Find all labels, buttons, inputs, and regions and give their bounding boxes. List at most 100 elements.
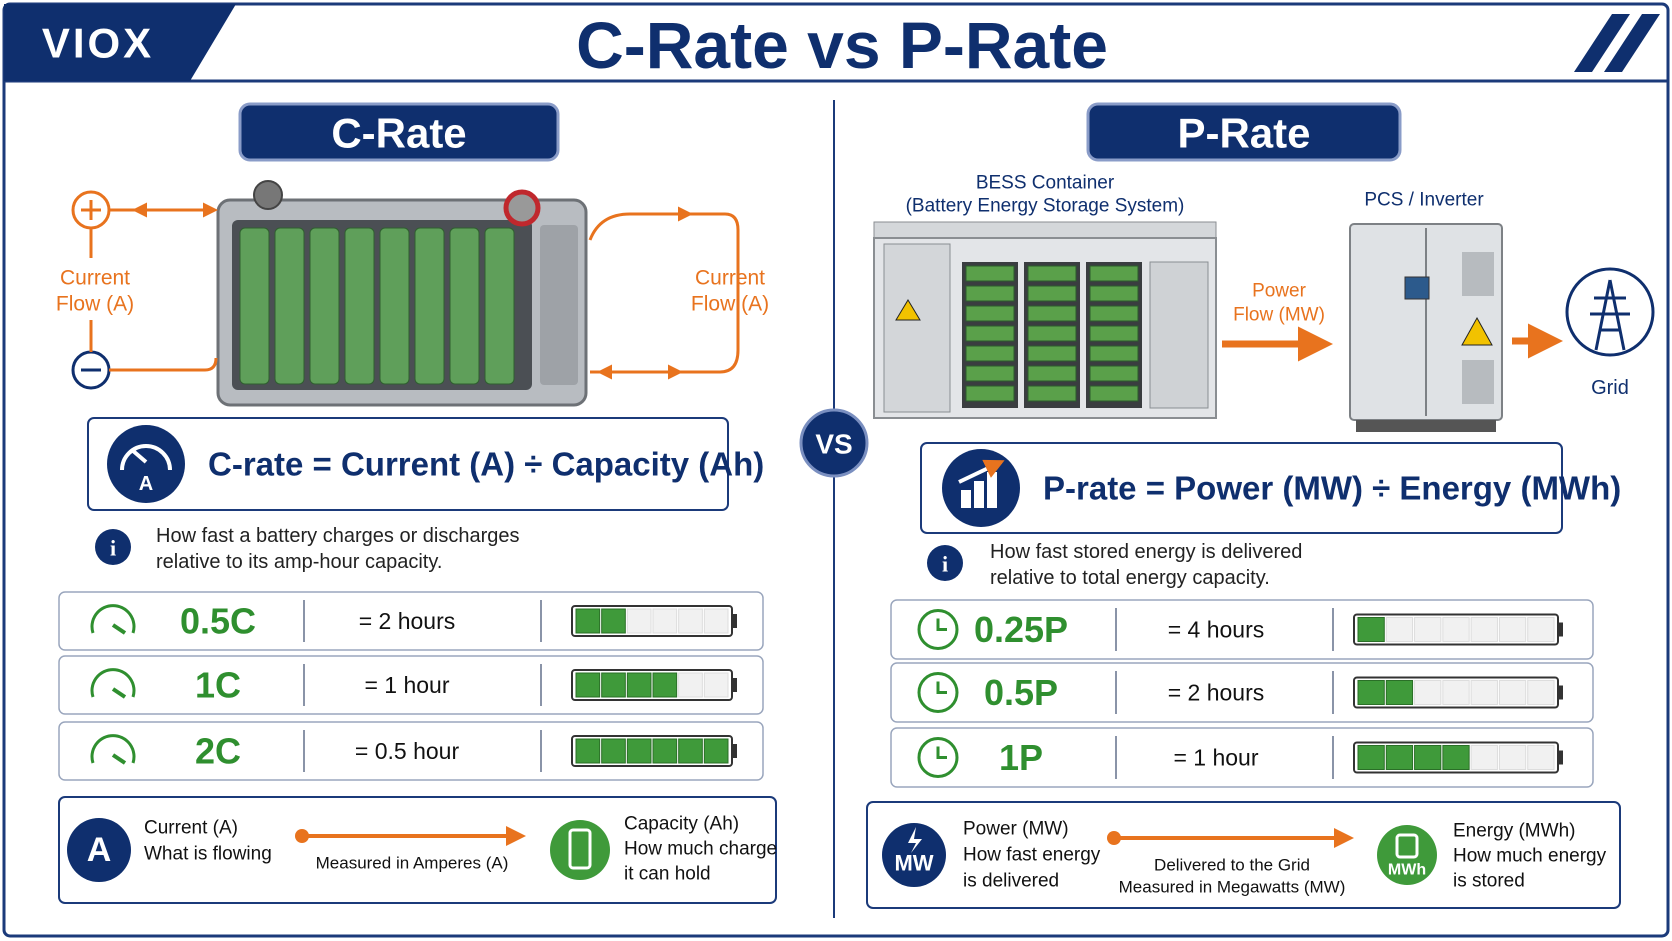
battery-segment [1414,680,1442,705]
legend-to-icon-label: MWh [1388,862,1426,879]
battery-segment [626,738,652,764]
legend-arrow-label: Measured in Megawatts (MW) [1119,878,1346,897]
clock-icon [917,609,959,650]
rack-module [1027,285,1077,302]
rack-module [1089,265,1139,282]
battery-segment [1470,680,1498,705]
legend-from-icon [882,823,946,887]
legend-to-icon [1377,825,1437,885]
battery-nub [732,744,737,758]
current-flow-label: Flow (A) [56,293,134,316]
info-icon [95,529,131,565]
section-title: C-Rate [331,110,466,157]
info-text: How fast stored energy is delivered [990,541,1302,563]
container-label: BESS Container [976,173,1115,194]
legend-to: Capacity (Ah) [624,814,739,835]
battery-segment [652,738,678,764]
info-text: relative to its amp-hour capacity. [156,551,442,573]
clock-hands [936,618,947,631]
rack-module [1027,365,1077,382]
deco-slash [1604,14,1660,72]
battery-segment [1385,617,1414,642]
current-flow-label: Flow (A) [691,293,769,316]
battery-segment [1498,745,1527,770]
battery-segment [575,608,601,634]
rack-module [1027,345,1077,362]
battery-segment [1414,745,1442,770]
duration: = 4 hours [1168,617,1265,643]
info-text: relative to total energy capacity. [990,567,1270,589]
vs-badge [799,408,869,478]
clock-hands [936,681,947,694]
gauge [120,444,172,471]
duration: = 1 hour [364,672,449,698]
section-pill [238,102,560,162]
power-flow-label: Power [1252,281,1307,302]
rate-value: 2C [195,731,241,772]
rack-module [965,385,1015,402]
rack-module [1027,325,1077,342]
cabinet-screen [1404,276,1430,300]
gauge-icon [90,604,136,634]
battery-segment [1385,680,1414,705]
battery-segment [601,608,626,634]
battery-nub [732,678,737,692]
rate-value: 0.5P [984,672,1058,713]
rack-module [965,325,1015,342]
battery-segment [703,672,729,698]
battery-segment [678,608,703,634]
battery-segment [1357,745,1385,770]
tower [1590,279,1630,351]
warning [895,299,921,321]
formula-icon [107,425,185,503]
legend-to: is stored [1453,871,1525,892]
container-panel [1149,261,1209,409]
formula-box [87,417,729,511]
gauge-needle [111,687,127,699]
battery-segment [575,738,601,764]
battery-nub [1558,750,1563,765]
duration: = 0.5 hour [355,738,460,764]
info-i: i [110,536,116,561]
clock-icon [917,737,959,778]
legend-to: Energy (MWh) [1453,821,1575,842]
wire [588,212,740,374]
battery-segment [1442,745,1470,770]
battery-segment [626,608,652,634]
battery-segment [1357,617,1385,642]
power-flow-label: Flow (MW) [1233,305,1325,326]
battery-cell [309,227,340,385]
cabinet-vent [1462,360,1494,404]
rack-module [1089,285,1139,302]
rack-module [1089,345,1139,362]
duration: = 2 hours [1168,680,1265,706]
duration: = 2 hours [359,608,456,634]
current-flow-label: Current [60,267,130,290]
container-label: (Battery Energy Storage System) [906,196,1185,217]
legend-from: Power (MW) [963,819,1069,840]
gauge-needle [111,623,127,635]
info-icon [927,545,963,581]
rate-value: 1C [195,665,241,706]
cabinet-vent [1462,252,1494,296]
section-title: P-Rate [1177,110,1310,157]
current-flow-label: Current [695,267,765,290]
rack-module [1089,385,1139,402]
rack-module [1089,325,1139,342]
grid-label: Grid [1591,377,1629,399]
battery-segment [703,738,729,764]
battery-segment [601,738,626,764]
section-pill [1086,102,1402,162]
formula: P-rate = Power (MW) ÷ Energy (MWh) [1043,470,1621,507]
formula-box [920,442,1563,534]
logo: VIOX [42,20,154,67]
rack-module [965,265,1015,282]
legend-to: How much charge [624,839,777,860]
legend-from: Current (A) [144,818,238,839]
legend-to-icon [550,820,610,880]
clock-hands [936,746,947,759]
battery-segment [678,672,703,698]
battery-nub [1558,622,1563,637]
